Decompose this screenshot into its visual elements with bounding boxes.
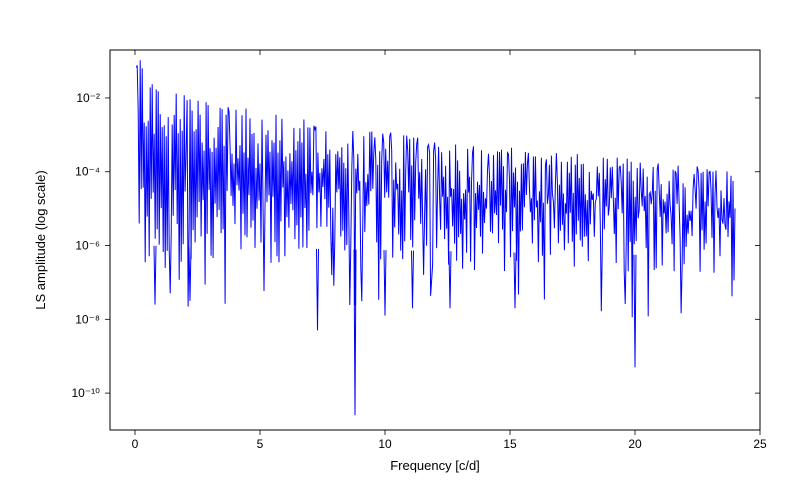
svg-text:10⁻¹⁰: 10⁻¹⁰ (72, 386, 101, 400)
svg-text:10⁻⁶: 10⁻⁶ (75, 239, 100, 253)
svg-text:20: 20 (628, 437, 642, 451)
svg-text:5: 5 (257, 437, 264, 451)
svg-text:25: 25 (753, 437, 767, 451)
svg-text:0: 0 (132, 437, 139, 451)
svg-text:10⁻²: 10⁻² (76, 91, 100, 105)
periodogram-chart: 0 5 10 15 20 25 10⁻¹⁰ 10⁻⁸ 10⁻⁶ 10⁻⁴ 10⁻² Frequen… (0, 0, 800, 500)
svg-text:10⁻⁸: 10⁻⁸ (75, 312, 100, 326)
x-axis-label: Frequency [c/d] (390, 458, 480, 473)
svg-text:10⁻⁴: 10⁻⁴ (75, 165, 100, 179)
chart-svg: 0 5 10 15 20 25 10⁻¹⁰ 10⁻⁸ 10⁻⁶ 10⁻⁴ 10⁻² Frequen… (0, 0, 800, 500)
svg-text:10: 10 (378, 437, 392, 451)
y-axis-label: LS amplitude (log scale) (33, 170, 48, 309)
svg-text:15: 15 (503, 437, 517, 451)
